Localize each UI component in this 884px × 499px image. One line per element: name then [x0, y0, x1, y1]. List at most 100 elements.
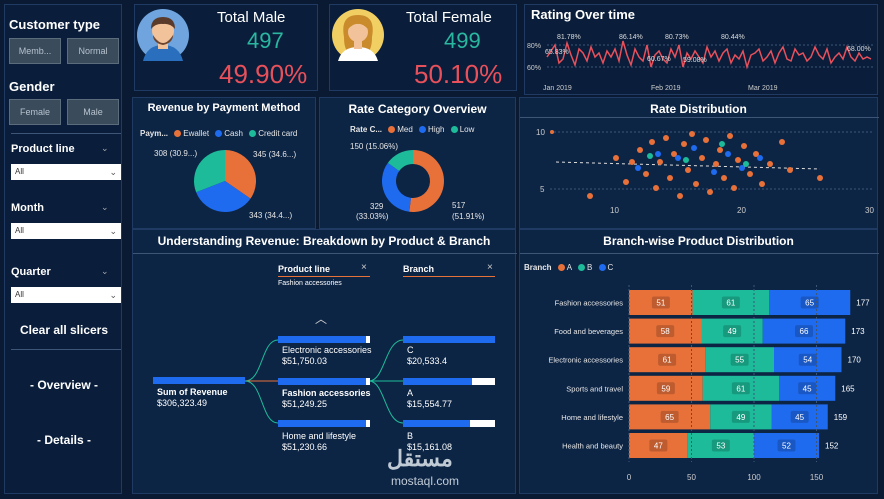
data-label-bg — [721, 296, 740, 309]
node-bar[interactable] — [403, 336, 495, 343]
data-label: 58 — [661, 327, 670, 336]
total-label: 152 — [825, 442, 839, 451]
node-bar-selected[interactable] — [278, 378, 370, 385]
legend-swatch — [557, 264, 565, 272]
legend-swatch — [249, 130, 257, 138]
branch-distribution-title: Branch-wise Product Distribution — [603, 234, 794, 248]
scatter-point — [707, 189, 713, 195]
data-label-bg — [723, 325, 742, 338]
gender-female-button[interactable]: Female — [9, 99, 61, 125]
clear-all-slicers-button[interactable]: Clear all slicers — [19, 323, 109, 337]
x-tick: 10 — [610, 206, 619, 215]
rate-category-legend: Rate C... Med High Low — [350, 125, 474, 134]
watermark-text: mostaql.com — [391, 474, 460, 488]
slice-label: 517 — [452, 201, 466, 210]
kpi-male-card: Total Male 497 49.90% — [134, 4, 318, 91]
legend-label: Cash — [224, 129, 243, 138]
node-value: $20,533.4 — [407, 356, 448, 366]
legend-swatch — [174, 130, 182, 138]
scatter-point — [623, 179, 629, 185]
scatter-point — [657, 159, 663, 165]
node-label: Fashion accessories — [282, 388, 371, 398]
scatter-point — [731, 185, 737, 191]
payment-panel: Revenue by Payment Method Paym... Ewalle… — [132, 97, 316, 229]
data-label: 49 — [728, 327, 737, 336]
scatter-point — [647, 153, 653, 159]
x-tick: Jan 2019 — [543, 85, 572, 92]
connector — [244, 380, 279, 424]
kpi-male-count: 497 — [247, 28, 284, 53]
product-line-dropdown[interactable]: All ⌄ — [11, 164, 121, 180]
rate-distribution-title: Rate Distribution — [650, 102, 747, 116]
total-label: 165 — [841, 384, 855, 393]
bar-segment — [629, 375, 703, 401]
scatter-point — [741, 143, 747, 149]
bar-segment — [687, 433, 754, 458]
annotation: 81.78% — [557, 34, 581, 41]
data-label: 45 — [803, 384, 812, 393]
bar-segment — [769, 290, 851, 315]
legend-title: Rate C... — [350, 125, 383, 134]
node-bar[interactable] — [153, 377, 245, 384]
scatter-point — [675, 155, 681, 161]
chevron-up-icon[interactable]: ︿ — [315, 312, 328, 326]
scatter-point — [817, 175, 823, 181]
payment-title: Revenue by Payment Method — [147, 102, 301, 114]
data-label-bg — [790, 410, 809, 423]
data-label-bg — [651, 296, 670, 309]
scatter-point — [649, 139, 655, 145]
scatter-point — [757, 155, 763, 161]
month-dropdown[interactable]: All ⌄ — [11, 223, 121, 239]
customer-type-normal-button[interactable]: Normal — [67, 38, 119, 64]
slice-label: 345 (34.6...) — [253, 150, 297, 159]
data-label: 61 — [663, 356, 672, 365]
close-icon[interactable]: × — [487, 262, 493, 273]
node-bar[interactable] — [278, 336, 370, 343]
gender-male-button[interactable]: Male — [67, 99, 119, 125]
scatter-point — [667, 175, 673, 181]
kpi-female-percent: 50.10% — [414, 59, 503, 89]
nav-details-button[interactable]: - Details - — [36, 433, 91, 447]
x-tick: Feb 2019 — [651, 85, 681, 92]
decomposition-title: Understanding Revenue: Breakdown by Prod… — [157, 234, 491, 248]
customer-type-member-button[interactable]: Memb... — [9, 38, 61, 64]
legend-label: Low — [459, 125, 475, 134]
quarter-dropdown[interactable]: All ⌄ — [11, 287, 121, 303]
scatter-point — [685, 167, 691, 173]
scatter-point — [721, 175, 727, 181]
branch-legend: Branch A B C — [524, 263, 613, 272]
rating-series-line — [546, 40, 872, 70]
node-bar[interactable] — [278, 420, 370, 427]
node-bar[interactable] — [403, 378, 495, 385]
legend-label: Credit card — [258, 129, 298, 138]
y-tick: 10 — [536, 128, 545, 137]
slice-label: 329 — [370, 202, 384, 211]
legend-label: Ewallet — [183, 129, 210, 138]
x-tick: 20 — [737, 206, 746, 215]
legend-label: High — [428, 125, 445, 134]
scatter-point — [779, 139, 785, 145]
node-bar[interactable] — [403, 420, 495, 427]
scatter-point — [643, 171, 649, 177]
pie-slice — [196, 181, 251, 212]
divider — [11, 133, 121, 134]
bar-segment — [754, 433, 819, 458]
divider — [11, 349, 121, 350]
data-label-bg — [798, 353, 817, 366]
node-value: $15,161.08 — [407, 442, 453, 452]
chevron-down-icon: ⌄ — [109, 290, 117, 300]
legend-swatch — [388, 126, 396, 134]
scatter-point — [635, 165, 641, 171]
legend-swatch — [598, 264, 606, 272]
slice-label: 308 (30.9...) — [154, 149, 198, 158]
kpi-female-card: Total Female 499 50.10% — [329, 4, 517, 91]
customer-type-title: Customer type — [9, 17, 101, 32]
scatter-point — [703, 137, 709, 143]
nav-overview-button[interactable]: - Overview - — [29, 378, 99, 392]
x-tick: Mar 2019 — [748, 85, 778, 92]
close-icon[interactable]: × — [361, 262, 367, 273]
category-label: Sports and travel — [566, 384, 623, 393]
scatter-point — [699, 155, 705, 161]
data-label: 61 — [726, 299, 735, 308]
header-underline — [278, 276, 370, 277]
